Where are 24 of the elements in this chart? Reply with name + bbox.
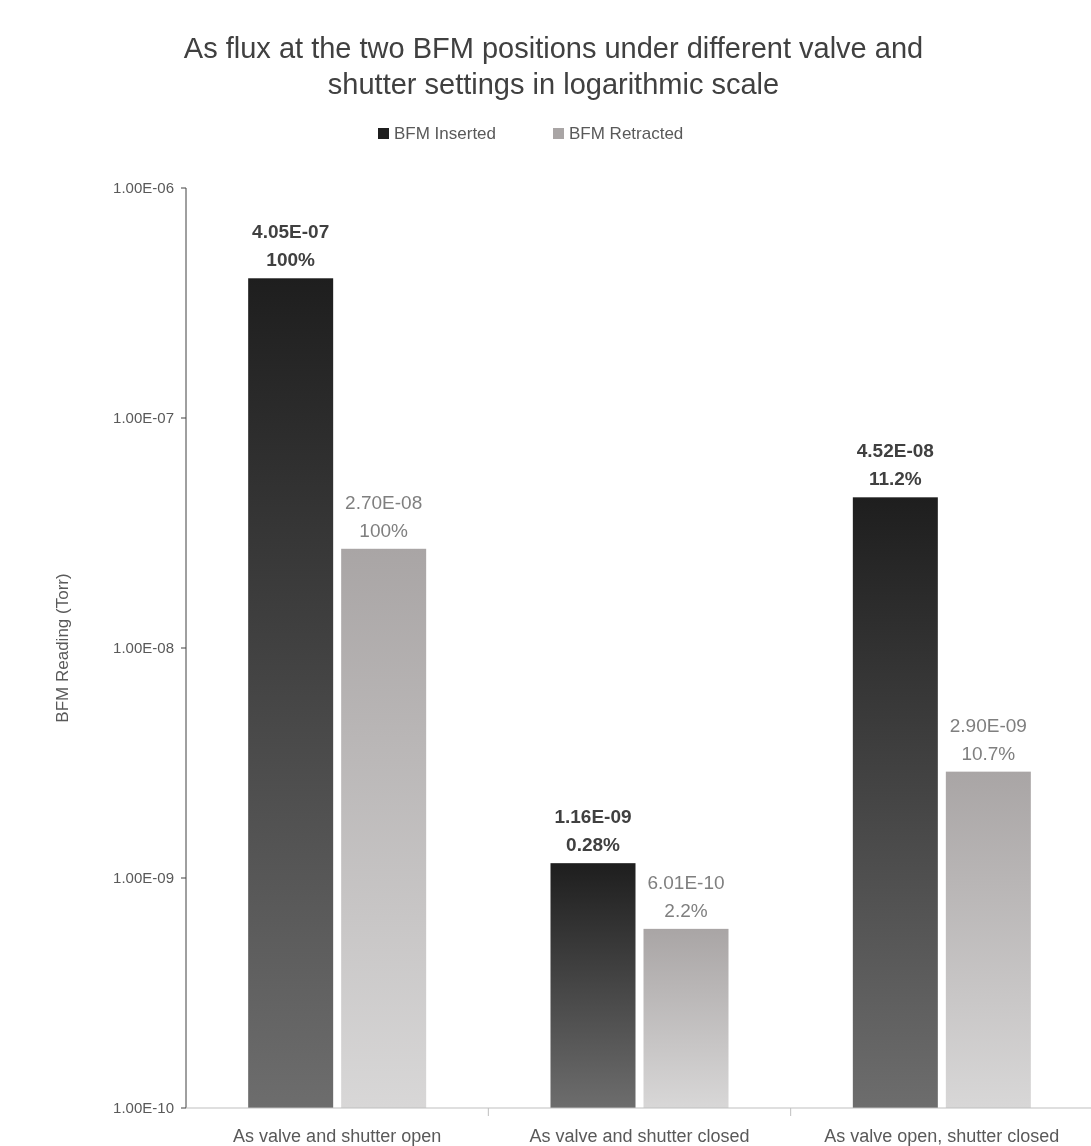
y-tick-label: 1.00E-10 xyxy=(113,1099,174,1117)
legend-label: BFM Inserted xyxy=(394,124,497,143)
x-tick-label: As valve and shutter open xyxy=(233,1126,442,1146)
annotation: 100% xyxy=(359,519,409,541)
data-label: 2.90E-09 xyxy=(949,714,1027,736)
legend-label: BFM Retracted xyxy=(569,124,684,143)
y-tick-label: 1.00E-08 xyxy=(113,639,174,657)
y-tick-label: 1.00E-07 xyxy=(113,409,174,427)
data-label: 2.70E-08 xyxy=(345,491,423,513)
annotation: 10.7% xyxy=(961,742,1016,764)
data-label: 4.05E-07 xyxy=(252,221,330,243)
data-label: 6.01E-10 xyxy=(647,871,725,893)
y-tick-label: 1.00E-06 xyxy=(113,179,174,197)
annotation: 0.28% xyxy=(566,834,621,856)
x-tick-label: As valve and shutter closed xyxy=(529,1126,750,1146)
annotation: 2.2% xyxy=(664,899,708,921)
annotation: 11.2% xyxy=(868,468,922,490)
annotation: 100% xyxy=(266,249,316,271)
x-tick-label: As valve open, shutter closed xyxy=(824,1126,1060,1146)
chart-title: As flux at the two BFM positions under different valve and shutter settings in logarithmic scale xyxy=(183,32,924,100)
y-axis-title: BFM Reading (Torr) xyxy=(53,573,72,723)
y-tick-label: 1.00E-09 xyxy=(113,869,174,887)
data-label: 4.52E-08 xyxy=(856,440,934,462)
data-label: 1.16E-09 xyxy=(554,806,632,828)
